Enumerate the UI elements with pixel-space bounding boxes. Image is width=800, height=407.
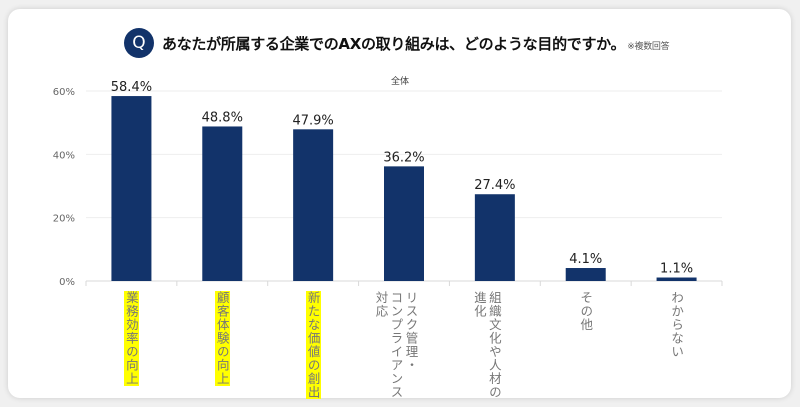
data-label: 27.4% (474, 178, 515, 193)
data-label: 47.9% (292, 113, 333, 128)
bar (202, 126, 243, 281)
data-label: 48.8% (202, 110, 243, 125)
data-label: 4.1% (569, 252, 602, 267)
y-tick-label: 0% (59, 277, 75, 288)
category-label-line: その他 (578, 291, 594, 332)
question-text: あなたが所属する企業でのAXの取り組みは、どのような目的ですか。 (162, 35, 626, 53)
category-label: 業務効率の向上 (123, 291, 139, 386)
multiple-answer-note: ※複数回答 (627, 42, 670, 52)
bar (293, 129, 334, 281)
category-label-line: リスク管理・ (403, 291, 419, 372)
chart-title: 全体 (390, 77, 409, 87)
category-label: リスク管理・ コンプライアンス 対応 (374, 291, 419, 399)
data-label: 58.4% (111, 80, 152, 95)
data-label: 1.1% (660, 262, 693, 277)
category-label-line: 業務効率の向上 (123, 291, 139, 386)
category-label: わからない (669, 291, 684, 359)
category-label: 組織文化や人材の 進化 (472, 291, 502, 399)
category-label-line: コンプライアンス (388, 291, 404, 399)
question-badge: Q (124, 28, 154, 58)
bar (656, 277, 697, 281)
bar (474, 194, 515, 281)
y-tick-label: 60% (53, 87, 75, 98)
data-label: 36.2% (383, 150, 424, 165)
y-tick-label: 40% (53, 150, 75, 161)
category-label-line: 対応 (373, 291, 389, 318)
bar (111, 96, 152, 281)
category-label: 新たな価値の創出 (305, 291, 321, 399)
question-title: あなたが所属する企業でのAXの取り組みは、どのような目的ですか。 ※複数回答 (162, 33, 670, 54)
category-label: 顧客体験の向上 (214, 291, 230, 386)
y-tick-label: 20% (53, 214, 75, 225)
category-label: その他 (578, 291, 593, 332)
bar (384, 166, 424, 281)
category-label-line: 新たな価値の創出 (305, 291, 321, 399)
category-label-line: わからない (669, 291, 685, 359)
category-label-line: 進化 (471, 291, 487, 318)
category-label-line: 顧客体験の向上 (214, 291, 230, 386)
category-label-line: 組織文化や人材の (486, 291, 502, 399)
bar (565, 268, 606, 281)
